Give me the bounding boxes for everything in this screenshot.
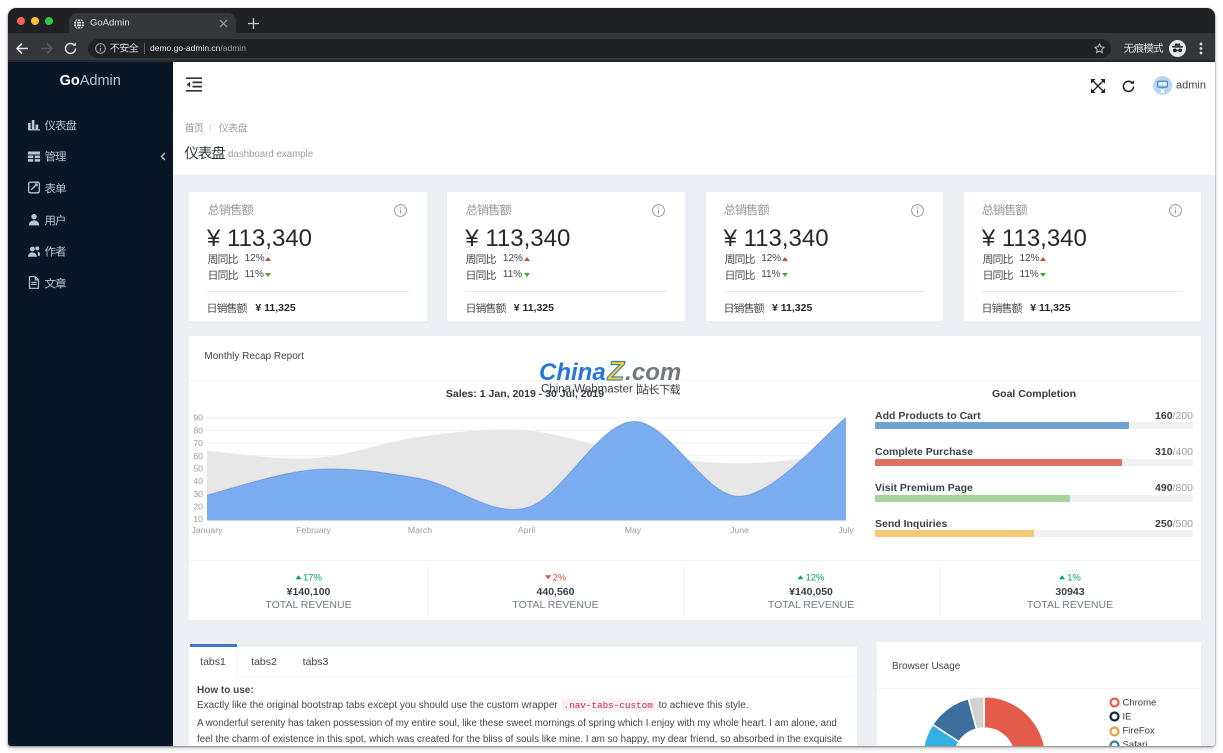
- svg-text:March: March: [408, 525, 432, 535]
- svg-text:60: 60: [193, 451, 203, 461]
- svg-text:80: 80: [193, 425, 203, 435]
- svg-text:50: 50: [193, 463, 203, 473]
- svg-text:February: February: [296, 525, 331, 535]
- svg-text:June: June: [730, 525, 749, 535]
- svg-text:May: May: [625, 525, 642, 535]
- svg-text:April: April: [518, 525, 535, 535]
- svg-text:30: 30: [193, 489, 203, 499]
- svg-text:January: January: [192, 525, 224, 535]
- svg-text:20: 20: [193, 502, 203, 512]
- svg-text:70: 70: [193, 438, 203, 448]
- svg-text:40: 40: [193, 476, 203, 486]
- svg-text:July: July: [838, 525, 854, 535]
- svg-text:10: 10: [193, 514, 203, 524]
- svg-text:90: 90: [193, 413, 203, 423]
